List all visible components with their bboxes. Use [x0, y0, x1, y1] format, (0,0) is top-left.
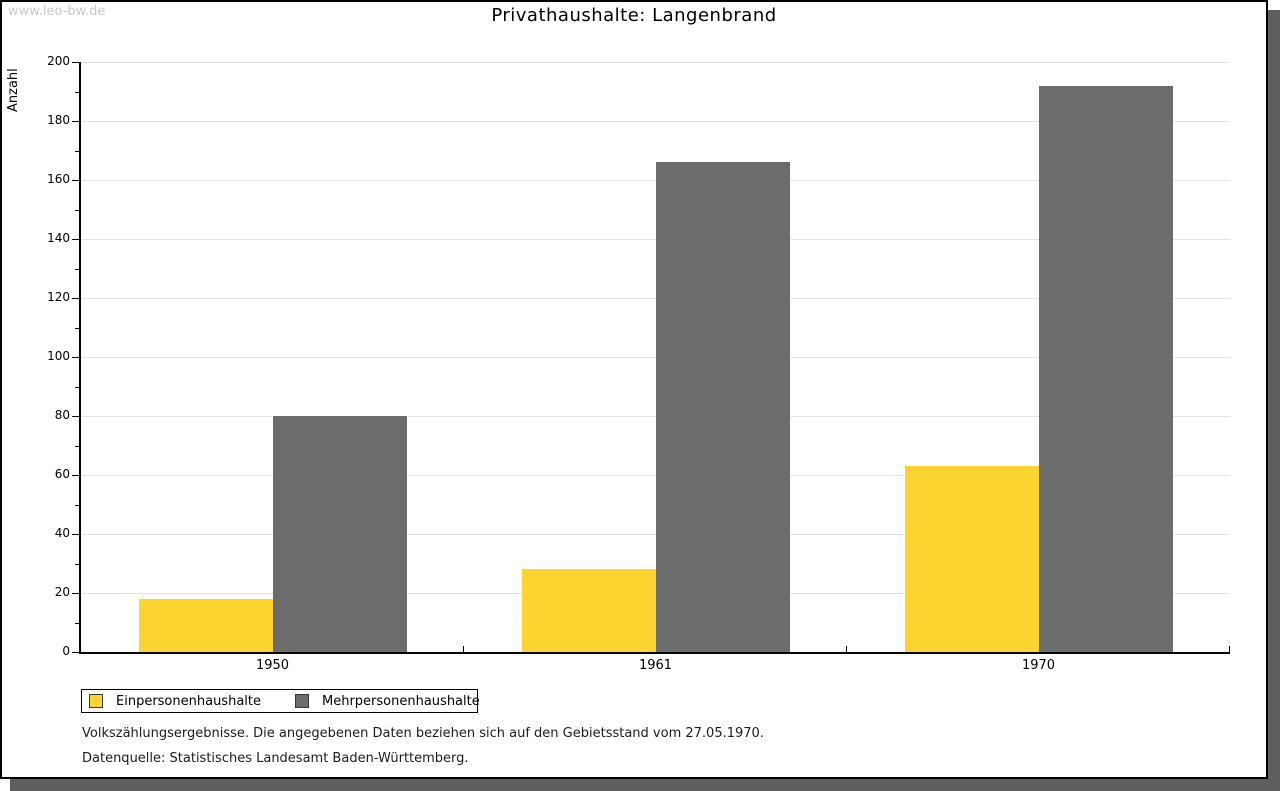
footnote-data-source: Datenquelle: Statistisches Landesamt Bad…: [82, 751, 469, 766]
x-axis-tick: [463, 646, 464, 652]
y-axis-major-tick: [72, 534, 79, 535]
y-tick-label: 40: [54, 526, 70, 540]
legend-swatch-mehrpersonenhaushalte: [295, 694, 309, 708]
y-axis-major-tick: [72, 475, 79, 476]
y-axis-major-tick: [72, 239, 79, 240]
legend-swatch-einpersonenhaushalte: [89, 694, 103, 708]
y-axis-minor-tick: [75, 504, 79, 506]
bar-einpersonenhaushalte-1970: [904, 466, 1039, 652]
y-tick-label: 140: [47, 231, 70, 245]
y-tick-label: 120: [47, 290, 70, 304]
y-axis-major-tick: [72, 62, 79, 63]
y-tick-label: 160: [47, 172, 70, 186]
bar-mehrpersonenhaushalte-1950: [272, 416, 407, 652]
y-axis-major-tick: [72, 416, 79, 417]
y-axis-minor-tick: [75, 209, 79, 211]
y-axis-minor-tick: [75, 268, 79, 270]
footnote-source-note: Volkszählungsergebnisse. Die angegebenen…: [82, 726, 764, 741]
x-category-label: 1970: [1021, 658, 1056, 673]
y-axis-major-tick: [72, 121, 79, 122]
chart-frame: www.leo-bw.de Privathaushalte: Langenbra…: [0, 0, 1268, 779]
y-tick-label: 60: [54, 467, 70, 481]
bar-einpersonenhaushalte-1961: [521, 569, 656, 652]
y-axis-major-tick: [72, 593, 79, 594]
plot-area: 1950 1961 1970 0 20 40 60 80 100 120 140 160 180 200: [2, 2, 1266, 777]
y-tick-label: 80: [54, 408, 70, 422]
y-axis-major-tick: [72, 298, 79, 299]
gridline: [81, 61, 1230, 63]
y-axis-minor-tick: [75, 622, 79, 624]
x-axis-tick: [846, 646, 847, 652]
y-axis-line: [79, 62, 81, 654]
x-category-label: 1950: [255, 658, 290, 673]
y-tick-label: 200: [47, 54, 70, 68]
y-tick-label: 100: [47, 349, 70, 363]
y-axis-minor-tick: [75, 327, 79, 329]
drop-shadow-right: [1268, 10, 1280, 779]
bar-einpersonenhaushalte-1950: [138, 598, 273, 652]
x-axis-tick: [1229, 646, 1230, 652]
y-axis-minor-tick: [75, 150, 79, 152]
x-category-label: 1961: [638, 658, 673, 673]
page-title: Privathaushalte: Langenbrand: [491, 5, 777, 26]
legend: Einpersonenhaushalte Mehrpersonenhaushal…: [81, 689, 480, 713]
drop-shadow-bottom: [10, 779, 1280, 791]
y-tick-label: 180: [47, 113, 70, 127]
x-axis-line: [79, 652, 1230, 654]
y-axis-minor-tick: [75, 563, 79, 565]
y-axis-major-tick: [72, 357, 79, 358]
y-axis-major-tick: [72, 652, 79, 653]
watermark: www.leo-bw.de: [8, 4, 106, 19]
bar-mehrpersonenhaushalte-1961: [655, 162, 790, 652]
legend-label-einpersonenhaushalte: Einpersonenhaushalte: [116, 693, 261, 709]
y-tick-label: 0: [62, 644, 70, 658]
gridline: [81, 120, 1230, 122]
y-axis-minor-tick: [75, 91, 79, 93]
y-axis-major-tick: [72, 180, 79, 181]
y-tick-label: 20: [54, 585, 70, 599]
legend-label-mehrpersonenhaushalte: Mehrpersonenhaushalte: [322, 693, 480, 709]
y-axis-minor-tick: [75, 445, 79, 447]
bar-mehrpersonenhaushalte-1970: [1038, 85, 1173, 652]
y-axis-minor-tick: [75, 386, 79, 388]
